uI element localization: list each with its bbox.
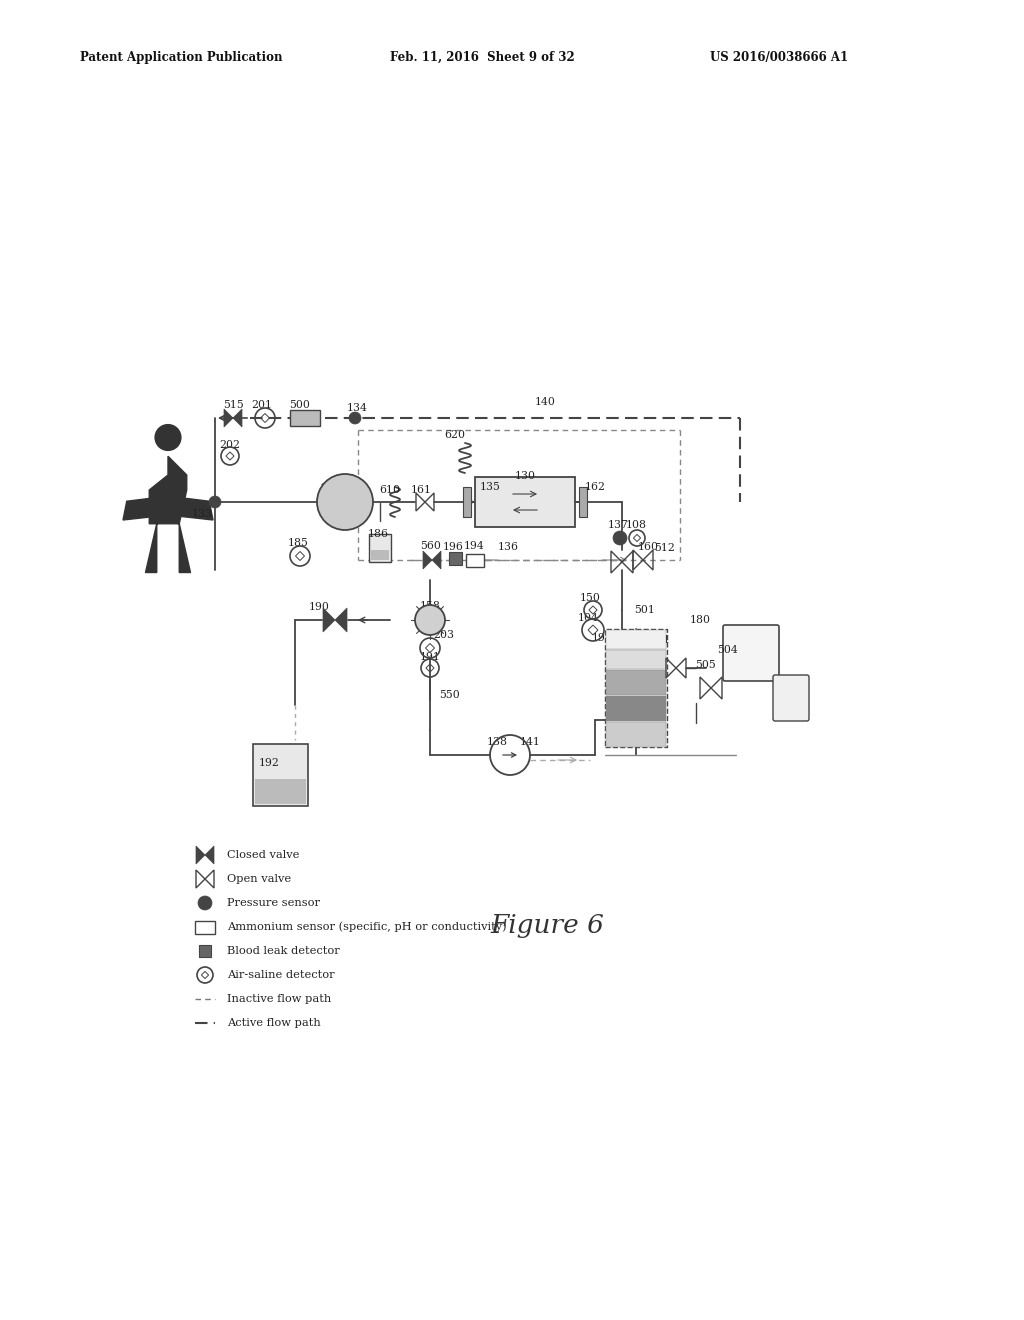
Text: 133: 133 — [191, 510, 213, 519]
Text: 196: 196 — [442, 543, 464, 552]
Text: 140: 140 — [535, 397, 555, 407]
Text: 181: 181 — [649, 635, 671, 645]
Circle shape — [198, 896, 212, 909]
Circle shape — [349, 412, 361, 424]
Polygon shape — [196, 846, 205, 865]
Text: 560: 560 — [421, 541, 441, 550]
Text: 136: 136 — [498, 543, 518, 552]
Text: 150: 150 — [580, 593, 600, 603]
Text: Blood leak detector: Blood leak detector — [227, 946, 340, 956]
Text: 610: 610 — [380, 484, 400, 495]
Text: 158: 158 — [420, 601, 440, 611]
Bar — [579, 487, 587, 517]
Text: 162: 162 — [585, 482, 605, 492]
Circle shape — [613, 531, 627, 545]
Bar — [475, 477, 575, 527]
Bar — [606, 696, 666, 721]
Text: Patent Application Publication: Patent Application Publication — [80, 50, 283, 63]
Text: 137: 137 — [607, 520, 629, 531]
Text: 141: 141 — [519, 737, 541, 747]
Bar — [606, 649, 666, 669]
Circle shape — [415, 605, 445, 635]
Text: Feb. 11, 2016  Sheet 9 of 32: Feb. 11, 2016 Sheet 9 of 32 — [390, 50, 574, 63]
Text: Pressure sensor: Pressure sensor — [227, 898, 319, 908]
Text: 161: 161 — [411, 484, 431, 495]
Bar — [290, 411, 319, 426]
Circle shape — [209, 496, 221, 508]
Text: 504: 504 — [717, 645, 737, 655]
Circle shape — [317, 474, 373, 531]
Text: 180: 180 — [689, 615, 711, 624]
Bar — [195, 920, 215, 933]
Text: Inactive flow path: Inactive flow path — [227, 994, 331, 1005]
Text: 195: 195 — [592, 634, 612, 643]
Text: 186: 186 — [368, 529, 388, 539]
Bar — [255, 779, 305, 804]
Bar — [606, 722, 666, 747]
Text: 500: 500 — [290, 400, 310, 411]
Text: 138: 138 — [486, 737, 508, 747]
FancyBboxPatch shape — [773, 675, 809, 721]
Text: 203: 203 — [433, 630, 455, 640]
Bar — [605, 630, 667, 747]
Text: 201: 201 — [252, 400, 272, 411]
Text: 108: 108 — [626, 520, 646, 531]
Bar — [606, 630, 666, 649]
Circle shape — [156, 425, 181, 450]
Bar — [463, 487, 471, 517]
Bar — [449, 552, 462, 565]
Polygon shape — [432, 550, 441, 569]
Polygon shape — [224, 409, 233, 426]
Bar — [199, 945, 211, 957]
Polygon shape — [423, 550, 432, 569]
Polygon shape — [179, 498, 213, 520]
Text: Active flow path: Active flow path — [227, 1018, 321, 1028]
Text: 202: 202 — [219, 440, 241, 450]
Bar — [606, 669, 666, 696]
Text: Air-saline detector: Air-saline detector — [227, 970, 335, 979]
FancyBboxPatch shape — [723, 624, 779, 681]
Text: 125: 125 — [319, 483, 340, 492]
Text: 194: 194 — [464, 541, 484, 550]
Text: Ammonium sensor (specific, pH or conductivity): Ammonium sensor (specific, pH or conduct… — [227, 921, 507, 932]
Text: 192: 192 — [259, 758, 280, 768]
Text: 512: 512 — [654, 543, 676, 553]
Polygon shape — [323, 609, 335, 632]
Text: 134: 134 — [346, 403, 368, 413]
Bar — [253, 744, 307, 807]
Text: 191: 191 — [420, 652, 440, 663]
Text: 197: 197 — [645, 738, 667, 748]
Text: Closed valve: Closed valve — [227, 850, 299, 861]
Text: 550: 550 — [439, 690, 461, 700]
Text: 102: 102 — [607, 655, 629, 665]
Text: 515: 515 — [222, 400, 244, 411]
Polygon shape — [205, 846, 214, 865]
Text: 505: 505 — [694, 660, 716, 671]
Bar — [466, 553, 484, 566]
Polygon shape — [233, 409, 242, 426]
Text: 620: 620 — [444, 430, 466, 440]
Text: 135: 135 — [479, 482, 501, 492]
Text: Figure 6: Figure 6 — [490, 912, 604, 937]
Text: 501: 501 — [635, 605, 655, 615]
Polygon shape — [145, 457, 190, 573]
Polygon shape — [123, 498, 157, 520]
Bar — [371, 550, 389, 560]
Text: 185: 185 — [288, 539, 308, 548]
Text: Open valve: Open valve — [227, 874, 291, 884]
Polygon shape — [335, 609, 347, 632]
Text: 130: 130 — [514, 471, 536, 480]
Text: 190: 190 — [308, 602, 330, 612]
Bar — [369, 535, 391, 562]
Text: US 2016/0038666 A1: US 2016/0038666 A1 — [710, 50, 848, 63]
Text: 160: 160 — [638, 543, 658, 552]
Text: 104: 104 — [578, 612, 598, 623]
